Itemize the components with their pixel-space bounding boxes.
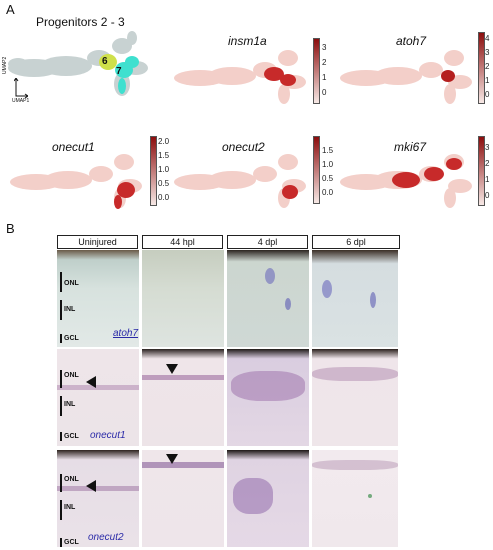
layer-label-inl-r3: INL bbox=[64, 504, 76, 511]
ish-image-4dpl-onecut2 bbox=[227, 450, 309, 547]
layer-label-onl-r3: ONL bbox=[64, 476, 79, 483]
arrowhead-44hpl-onecut1 bbox=[166, 364, 178, 374]
feature-title-insm1a: insm1a bbox=[228, 34, 267, 48]
colorbar-onecut2 bbox=[313, 136, 320, 204]
probe-label-onecut2: onecut2 bbox=[88, 532, 124, 543]
layer-label-gcl-r2: GCL bbox=[64, 433, 79, 440]
colorbar-onecut1 bbox=[150, 136, 157, 206]
umap-title: Progenitors 2 - 3 bbox=[36, 15, 125, 29]
probe-label-onecut1: onecut1 bbox=[90, 430, 126, 441]
onl-bar-r3 bbox=[60, 474, 62, 492]
panel-b-letter: B bbox=[6, 221, 15, 236]
umap2-label: UMAP2 bbox=[2, 56, 8, 74]
colorbar-insm1a bbox=[313, 38, 320, 104]
ish-image-uninjured-atoh7 bbox=[57, 250, 139, 347]
feature-title-onecut2: onecut2 bbox=[222, 140, 265, 154]
ish-image-44hpl-atoh7 bbox=[142, 250, 224, 347]
colorbar-atoh7 bbox=[478, 32, 485, 104]
ish-image-4dpl-onecut1 bbox=[227, 349, 309, 446]
arrowhead-44hpl-onecut2 bbox=[166, 454, 178, 464]
colorbar-mki67 bbox=[478, 136, 485, 206]
column-header-4dpl: 4 dpl bbox=[227, 235, 308, 249]
layer-label-onl-r2: ONL bbox=[64, 372, 79, 379]
umap-overview bbox=[4, 28, 156, 110]
onl-bar-r1 bbox=[60, 272, 62, 292]
feature-plot-insm1a bbox=[170, 46, 312, 106]
cluster-7-label: 7 bbox=[116, 66, 122, 77]
feature-plot-onecut1 bbox=[6, 150, 148, 210]
layer-label-inl-r2: INL bbox=[64, 401, 76, 408]
feature-plot-onecut2 bbox=[170, 150, 312, 210]
feature-title-onecut1: onecut1 bbox=[52, 140, 95, 154]
probe-label-atoh7: atoh7 bbox=[113, 328, 139, 339]
inl-bar-r2 bbox=[60, 396, 62, 416]
ish-image-6dpl-onecut1 bbox=[312, 349, 398, 446]
layer-label-inl-r1: INL bbox=[64, 306, 76, 313]
colorbar-ticks-onecut1: 2.0 1.5 1.0 0.5 0.0 bbox=[158, 137, 170, 202]
ish-image-6dpl-atoh7 bbox=[312, 250, 398, 347]
gcl-bar-r1 bbox=[60, 334, 62, 343]
inl-bar-r3 bbox=[60, 500, 62, 520]
ish-image-4dpl-atoh7 bbox=[227, 250, 309, 347]
feature-plot-mki67 bbox=[336, 150, 478, 210]
feature-title-mki67: mki67 bbox=[394, 140, 427, 154]
ish-image-6dpl-onecut2 bbox=[312, 450, 398, 547]
gcl-bar-r2 bbox=[60, 432, 62, 441]
column-header-6dpl: 6 dpl bbox=[312, 235, 400, 249]
inl-bar-r1 bbox=[60, 300, 62, 320]
ish-image-uninjured-onecut2 bbox=[57, 450, 139, 547]
column-header-uninjured: Uninjured bbox=[57, 235, 138, 249]
layer-label-gcl-r1: GCL bbox=[64, 335, 79, 342]
column-header-44hpl: 44 hpl bbox=[142, 235, 223, 249]
ish-image-uninjured-onecut1 bbox=[57, 349, 139, 446]
arrowhead-uninjured-onecut1 bbox=[86, 376, 96, 388]
ish-image-44hpl-onecut1 bbox=[142, 349, 224, 446]
feature-title-atoh7: atoh7 bbox=[396, 34, 427, 48]
gcl-bar-r3 bbox=[60, 538, 62, 547]
layer-label-gcl-r3: GCL bbox=[64, 539, 79, 546]
panel-a-letter: A bbox=[6, 2, 15, 17]
umap-axes bbox=[13, 77, 29, 99]
layer-label-onl-r1: ONL bbox=[64, 280, 79, 287]
onl-bar-r2 bbox=[60, 370, 62, 388]
umap1-label: UMAP1 bbox=[12, 98, 30, 104]
ish-image-44hpl-onecut2 bbox=[142, 450, 224, 547]
feature-plot-atoh7 bbox=[336, 46, 478, 106]
arrowhead-uninjured-onecut2 bbox=[86, 480, 96, 492]
cluster-6-label: 6 bbox=[102, 56, 108, 67]
colorbar-ticks-onecut2: 1.5 1.0 0.5 0.0 bbox=[322, 146, 334, 197]
